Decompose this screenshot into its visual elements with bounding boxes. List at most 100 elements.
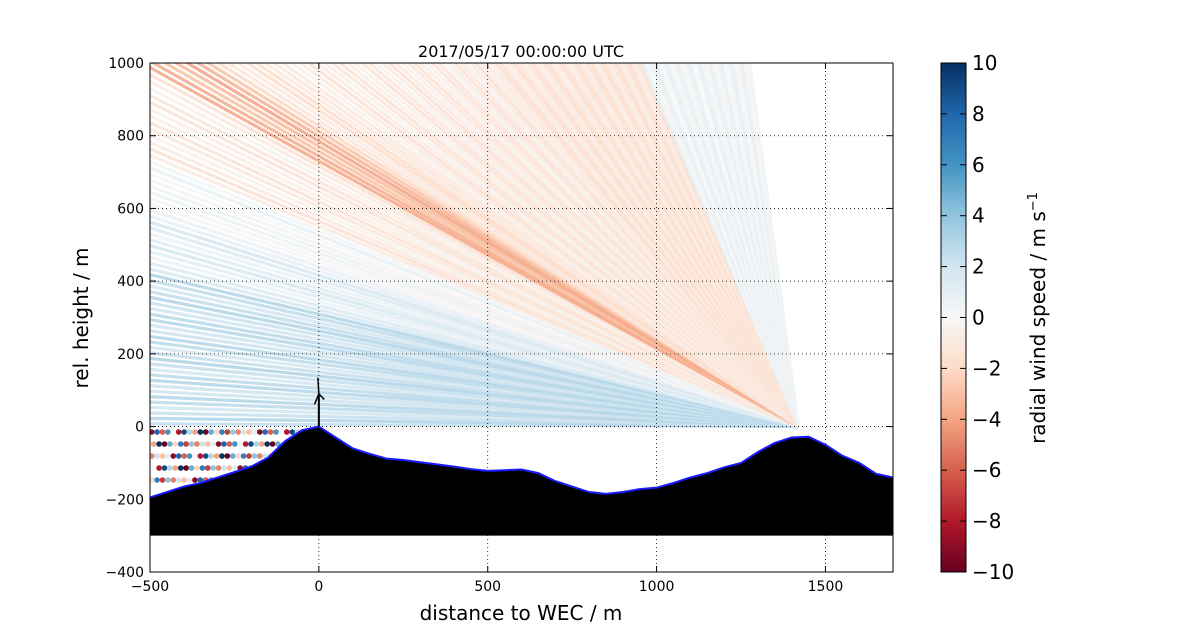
scatter-point [219, 453, 225, 459]
scatter-point [226, 441, 233, 447]
scatter-point [192, 429, 198, 435]
scatter-point [224, 429, 231, 435]
x-tick-label: −500 [131, 579, 169, 595]
scatter-point [172, 465, 179, 471]
scatter-point [159, 429, 166, 435]
colorbar-tick-label: −8 [972, 509, 1001, 533]
scatter-point [283, 429, 290, 435]
scatter-point [224, 453, 231, 459]
scatter-point [221, 441, 227, 447]
scatter-point [159, 477, 166, 483]
scatter-point [156, 441, 162, 447]
terrain-fill [150, 426, 893, 536]
scatter-point [258, 441, 265, 447]
colorbar-title-superscript: −1 [1026, 192, 1041, 211]
scatter-point [177, 441, 184, 447]
scatter-point [208, 429, 214, 435]
scatter-point [213, 429, 220, 435]
y-tick-label: 0 [135, 420, 144, 436]
scatter-point [197, 453, 204, 459]
scatter-point [267, 429, 274, 435]
y-tick-label: 800 [117, 129, 144, 145]
x-tick-label: 1500 [808, 579, 844, 595]
y-tick-label: 600 [117, 201, 144, 217]
scan-beam [747, 63, 801, 427]
scatter-point [219, 429, 225, 435]
scatter-point [192, 477, 198, 483]
scatter-point [186, 477, 193, 483]
scatter-point [208, 453, 214, 459]
colorbar-tick-label: −4 [972, 407, 1001, 431]
scatter-point [278, 429, 285, 435]
turbine-blade [318, 393, 325, 400]
scatter-point [248, 441, 254, 447]
scatter-point [175, 429, 182, 435]
scatter-point [181, 453, 187, 459]
scatter-point [161, 465, 168, 471]
y-tick-label: 400 [117, 274, 144, 290]
scatter-point [161, 441, 168, 447]
colorbar: −10 −8 −6 −4 −2 0 2 4 6 8 10 radial wind speed / m… [940, 51, 1050, 584]
turbine-blade [313, 393, 320, 405]
scatter-point [235, 453, 241, 459]
scatter-point [253, 441, 260, 447]
scatter-point [159, 453, 166, 459]
turbine-blade [317, 377, 320, 394]
scatter-point [181, 429, 187, 435]
scatter-point [202, 453, 209, 459]
scatter-point [199, 465, 206, 471]
x-axis-ticks: −500 0 500 1000 1500 [131, 63, 844, 595]
scatter-point [235, 429, 241, 435]
scatter-point [273, 429, 279, 435]
scatter-point [177, 465, 184, 471]
scatter-point [181, 477, 187, 483]
scatter-point [165, 429, 171, 435]
y-axis-title: rel. height / m [69, 247, 93, 388]
scatter-point [215, 465, 222, 471]
scatter-point [269, 441, 276, 447]
scatter-point [231, 465, 238, 471]
plot-frame [149, 62, 894, 573]
scatter-point [154, 477, 160, 483]
scatter-point [186, 429, 193, 435]
scatter-point [188, 465, 195, 471]
scatter-point [204, 465, 211, 471]
scatter-point [165, 453, 171, 459]
y-tick-label: −400 [106, 565, 144, 581]
scatter-point [150, 429, 155, 435]
colorbar-tick-label: −10 [972, 560, 1014, 584]
scatter-point [202, 429, 209, 435]
colorbar-tick-label: 2 [972, 255, 985, 279]
scatter-point [246, 429, 252, 435]
scatter-point [231, 441, 238, 447]
scatter-point [188, 441, 195, 447]
scatter-point [154, 453, 160, 459]
x-axis-title: distance to WEC / m [420, 601, 623, 625]
scatter-point [154, 429, 160, 435]
colorbar-title: radial wind speed / m s−1 [1026, 192, 1050, 444]
scatter-point [197, 477, 204, 483]
y-tick-label: −200 [106, 492, 144, 508]
y-axis-ticks: −400 −200 0 200 400 600 800 1000 [106, 56, 893, 581]
scatter-point [167, 465, 173, 471]
x-tick-label: 1000 [639, 579, 675, 595]
scatter-point [251, 453, 258, 459]
scatter-point [199, 441, 206, 447]
scatter-point [192, 453, 198, 459]
scatter-point [262, 429, 268, 435]
scatter-point [186, 453, 193, 459]
scatter-point [175, 453, 182, 459]
scatter-point [150, 453, 155, 459]
lidar-scan-beams [150, 63, 801, 429]
scatter-point [150, 441, 157, 447]
scatter-point [204, 441, 211, 447]
colorbar-tick-label: 4 [972, 204, 985, 228]
y-tick-label: 1000 [108, 56, 144, 72]
scatter-point [156, 465, 162, 471]
colorbar-tick-label: −6 [972, 458, 1001, 482]
scatter-point [170, 477, 177, 483]
scatter-point [240, 429, 247, 435]
scatter-point [246, 453, 252, 459]
scatter-point [167, 441, 173, 447]
